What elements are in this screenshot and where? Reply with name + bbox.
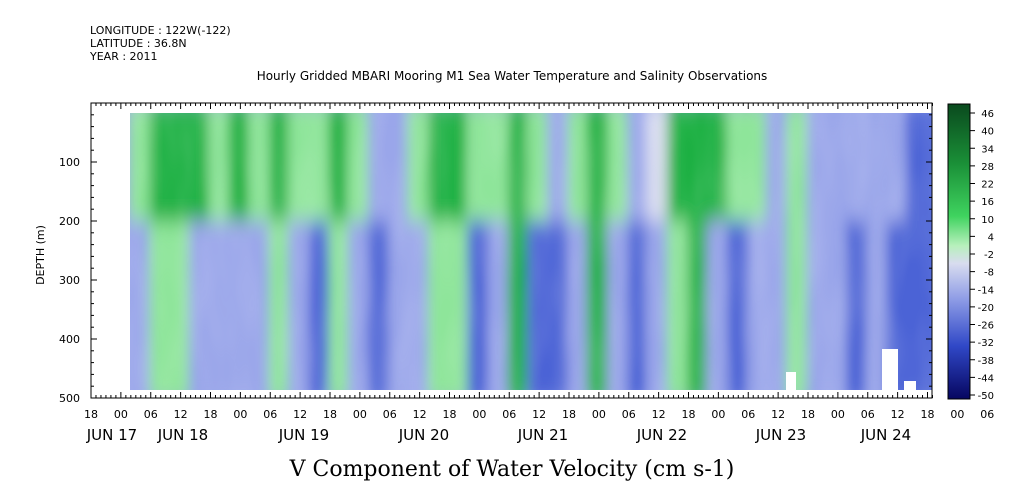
y-tick-label: 200: [59, 215, 80, 228]
colorbar-label: -2: [984, 250, 994, 261]
x-hour-label: 06: [263, 408, 277, 421]
x-hour-label: 18: [921, 408, 935, 421]
x-hour-label: 18: [801, 408, 815, 421]
x-hour-label: 18: [443, 408, 457, 421]
longitude-label: LONGITUDE : 122W(-122): [90, 24, 231, 37]
y-tick-label: 500: [59, 392, 80, 405]
latitude-label: LATITUDE : 36.8N: [90, 37, 187, 50]
x-hour-label: 06: [383, 408, 397, 421]
x-hour-label: 12: [532, 408, 546, 421]
x-hour-label: 00: [711, 408, 725, 421]
colorbar-labels: 46 40 34 28 22 16 10 4 -2 -8 -14 -20 -26 -32 -38 -44 -50: [970, 109, 994, 402]
x-hour-label: 00: [950, 408, 964, 421]
x-hour-label: 00: [592, 408, 606, 421]
colorbar-label: 40: [981, 127, 994, 138]
x-date-label: JUN 23: [755, 426, 806, 444]
colorbar-label: -14: [978, 285, 994, 296]
x-hour-label: 18: [562, 408, 576, 421]
x-date-label: JUN 21: [517, 426, 568, 444]
x-hour-label: 00: [353, 408, 367, 421]
x-hour-labels: 18 00 06 12 18 00 06 12 18 00 06 12 18 00 06 12 18 00 06 12…: [84, 408, 994, 421]
colorbar-label: -32: [978, 338, 994, 349]
y-tick-label: 400: [59, 333, 80, 346]
chart-title: Hourly Gridded MBARI Mooring M1 Sea Wate…: [257, 69, 768, 83]
colorbar-label: 16: [981, 197, 994, 208]
x-hour-label: 18: [682, 408, 696, 421]
x-hour-label: 12: [293, 408, 307, 421]
x-axis-label: V Component of Water Velocity (cm s-1): [289, 457, 735, 482]
colorbar-label: -44: [978, 373, 994, 384]
colorbar-label: 28: [981, 162, 994, 173]
x-hour-label: 12: [413, 408, 427, 421]
x-date-label: JUN 20: [398, 426, 449, 444]
x-hour-label: 06: [144, 408, 158, 421]
missing-data-patch: [786, 372, 796, 390]
x-hour-label: 06: [502, 408, 516, 421]
y-axis-label: DEPTH (m): [34, 225, 47, 285]
x-hour-label: 00: [114, 408, 128, 421]
x-date-label: JUN 22: [636, 426, 687, 444]
x-hour-label: 06: [861, 408, 875, 421]
x-date-label: JUN 18: [157, 426, 208, 444]
colorbar-label: 4: [988, 232, 994, 243]
colorbar-label: 22: [981, 180, 994, 191]
colorbar-label: 10: [981, 215, 994, 226]
plot-frame: [90, 102, 933, 399]
y-tick-label: 300: [59, 274, 80, 287]
x-hour-label: 12: [891, 408, 905, 421]
colorbar-label: -50: [978, 391, 994, 402]
colorbar: [947, 103, 971, 400]
heatmap-cell-upper: [1005, 105, 1009, 221]
y-tick-label: 100: [59, 156, 80, 169]
colorbar-label: 34: [981, 144, 994, 155]
x-hour-label: 18: [323, 408, 337, 421]
x-hour-label: 12: [174, 408, 188, 421]
x-hour-label: 00: [472, 408, 486, 421]
x-date-label: JUN 24: [860, 426, 911, 444]
x-hour-label: 18: [84, 408, 98, 421]
heatmap-cell-lower: [1005, 221, 1009, 402]
x-date-label: JUN 19: [278, 426, 329, 444]
colorbar-label: -26: [978, 321, 994, 332]
year-label: YEAR : 2011: [89, 50, 158, 63]
x-hour-label: 06: [741, 408, 755, 421]
missing-data-patch: [904, 381, 916, 390]
x-hour-label: 00: [233, 408, 247, 421]
colorbar-label: -8: [984, 268, 994, 279]
x-hour-label: 12: [771, 408, 785, 421]
x-hour-label: 00: [831, 408, 845, 421]
x-hour-label: 18: [204, 408, 218, 421]
colorbar-label: 46: [981, 109, 994, 120]
heatmap-texture: [130, 113, 932, 390]
heatmap: [130, 105, 1009, 402]
missing-data-patch: [882, 349, 898, 390]
y-tick-labels: 100 200 300 400 500: [59, 156, 80, 405]
axis-ticks: [90, 103, 933, 399]
x-hour-label: 12: [652, 408, 666, 421]
x-date-label: JUN 17: [86, 426, 137, 444]
x-hour-label: 06: [622, 408, 636, 421]
x-hour-label: 06: [980, 408, 994, 421]
x-date-labels: JUN 17 JUN 18 JUN 19 JUN 20 JUN 21 JUN 22 JUN …: [86, 426, 911, 444]
colorbar-label: -38: [978, 356, 994, 367]
colorbar-label: -20: [978, 303, 994, 314]
